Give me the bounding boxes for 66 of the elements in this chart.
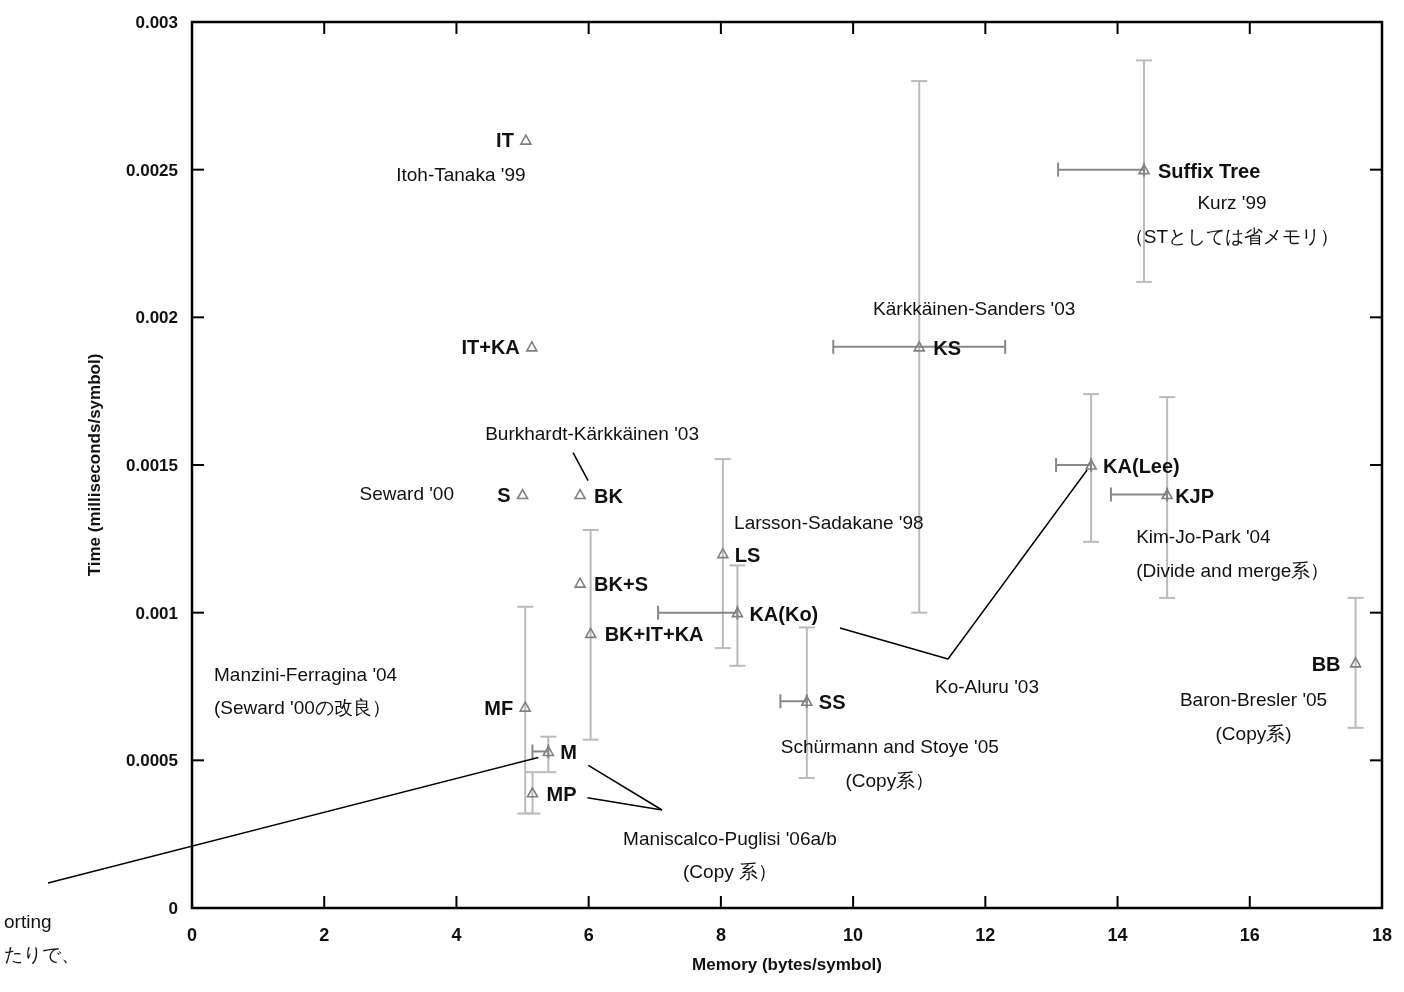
point [542, 745, 555, 757]
point [574, 488, 586, 500]
annotation: KJP [1175, 484, 1215, 507]
x-tick-label: 4 [451, 925, 462, 945]
y-tick-label: 0.001 [135, 603, 178, 623]
annotation: S [497, 483, 511, 506]
x-tick-label: 0 [186, 925, 198, 945]
annotation: Seward '00 [359, 483, 454, 504]
annotation: Kurz '99 （STとしては省メモリ） [1124, 191, 1340, 247]
annotation: LS [734, 543, 761, 566]
text: orting たりで、 [4, 911, 80, 965]
annotation: Kim-Jo-Park '04 (Divide and merge系） [1136, 525, 1330, 581]
y-tick-label: 0 [168, 899, 178, 918]
annotation: KA(Lee) [1103, 455, 1180, 477]
annotation: Ko-Aluru '03 [935, 676, 1039, 697]
y-tick-label: 0.002 [135, 308, 178, 328]
annotation: MP [546, 782, 577, 805]
point [913, 341, 926, 352]
x-tick-label: 2 [319, 925, 330, 945]
point [731, 606, 744, 618]
annotation: Baron-Bresler '05 (Copy系) [1179, 688, 1328, 744]
point [526, 787, 539, 798]
point [1138, 163, 1150, 175]
annotation: Itoh-Tanaka '99 [396, 164, 526, 186]
annotation: IT [496, 129, 514, 152]
point [801, 695, 813, 707]
annotation: KA(Ko) [749, 602, 819, 625]
point [717, 547, 729, 559]
annotation: BK+S [594, 573, 648, 596]
annotation: M [560, 741, 578, 764]
annotation: SS [818, 691, 846, 714]
x-tick-label: 8 [715, 925, 726, 945]
x-tick-label: 14 [1107, 925, 1128, 945]
y-tick-label: 0.0025 [126, 160, 178, 180]
y-tick-label: 0.0005 [126, 751, 178, 771]
x-tick-label: 16 [1239, 925, 1260, 945]
point [1085, 459, 1097, 470]
annotation: Schürmann and Stoye '05 (Copy系） [780, 736, 999, 792]
point [584, 627, 597, 639]
y-axis-title: Time (milliseconds/symbol) [85, 353, 104, 577]
annotation: Suffix Tree [1158, 159, 1261, 182]
point [526, 341, 538, 352]
point [1349, 657, 1362, 668]
annotation: BB [1311, 652, 1341, 675]
annotation: BK [594, 484, 624, 507]
annotation: Kärkkäinen-Sanders '03 [873, 297, 1076, 319]
annotation: KS [933, 336, 962, 359]
x-axis-title: Memory (bytes/symbol) [692, 955, 882, 974]
x-tick-label: 6 [583, 925, 594, 945]
x-tick-label: 18 [1371, 925, 1393, 945]
annotation: Larsson-Sadakane '98 [734, 511, 924, 533]
annotation: BK+IT+KA [604, 623, 704, 646]
point [574, 577, 586, 588]
annotation: Maniscalco-Puglisi '06a/b (Copy 系） [623, 828, 837, 882]
annotation: Manzini-Ferragina '04 (Seward '00の改良） [214, 664, 398, 718]
annotation: MF [484, 697, 514, 720]
point [520, 134, 532, 145]
annotation: Burkhardt-Kärkkäinen '03 [485, 422, 699, 444]
point [1161, 488, 1173, 500]
point [519, 701, 531, 712]
x-tick-label: 12 [975, 925, 996, 945]
x-tick-label: 10 [843, 925, 864, 945]
y-tick-label: 0.0015 [126, 456, 178, 475]
y-tick-label: 0.003 [135, 13, 178, 32]
point [516, 488, 529, 500]
annotation: IT+KA [461, 335, 520, 358]
